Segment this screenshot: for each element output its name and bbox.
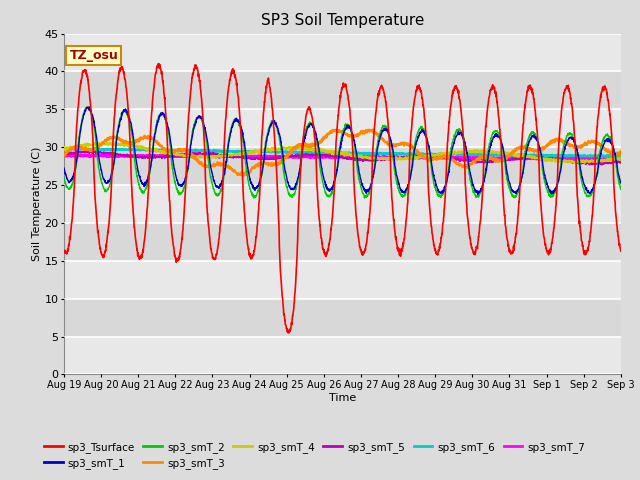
Legend: sp3_Tsurface, sp3_smT_1, sp3_smT_2, sp3_smT_3, sp3_smT_4, sp3_smT_5, sp3_smT_6, : sp3_Tsurface, sp3_smT_1, sp3_smT_2, sp3_… (40, 438, 589, 473)
Bar (64, 336, 621, 374)
Title: SP3 Soil Temperature: SP3 Soil Temperature (260, 13, 424, 28)
Bar (64, 185, 621, 223)
Y-axis label: Soil Temperature (C): Soil Temperature (C) (31, 147, 42, 261)
X-axis label: Time: Time (329, 393, 356, 403)
Bar (64, 223, 621, 261)
Bar (64, 261, 621, 299)
Bar (64, 109, 621, 147)
Bar (64, 147, 621, 185)
Bar (64, 34, 621, 72)
Bar (64, 72, 621, 109)
Text: TZ_osu: TZ_osu (70, 49, 118, 62)
Bar (64, 299, 621, 336)
